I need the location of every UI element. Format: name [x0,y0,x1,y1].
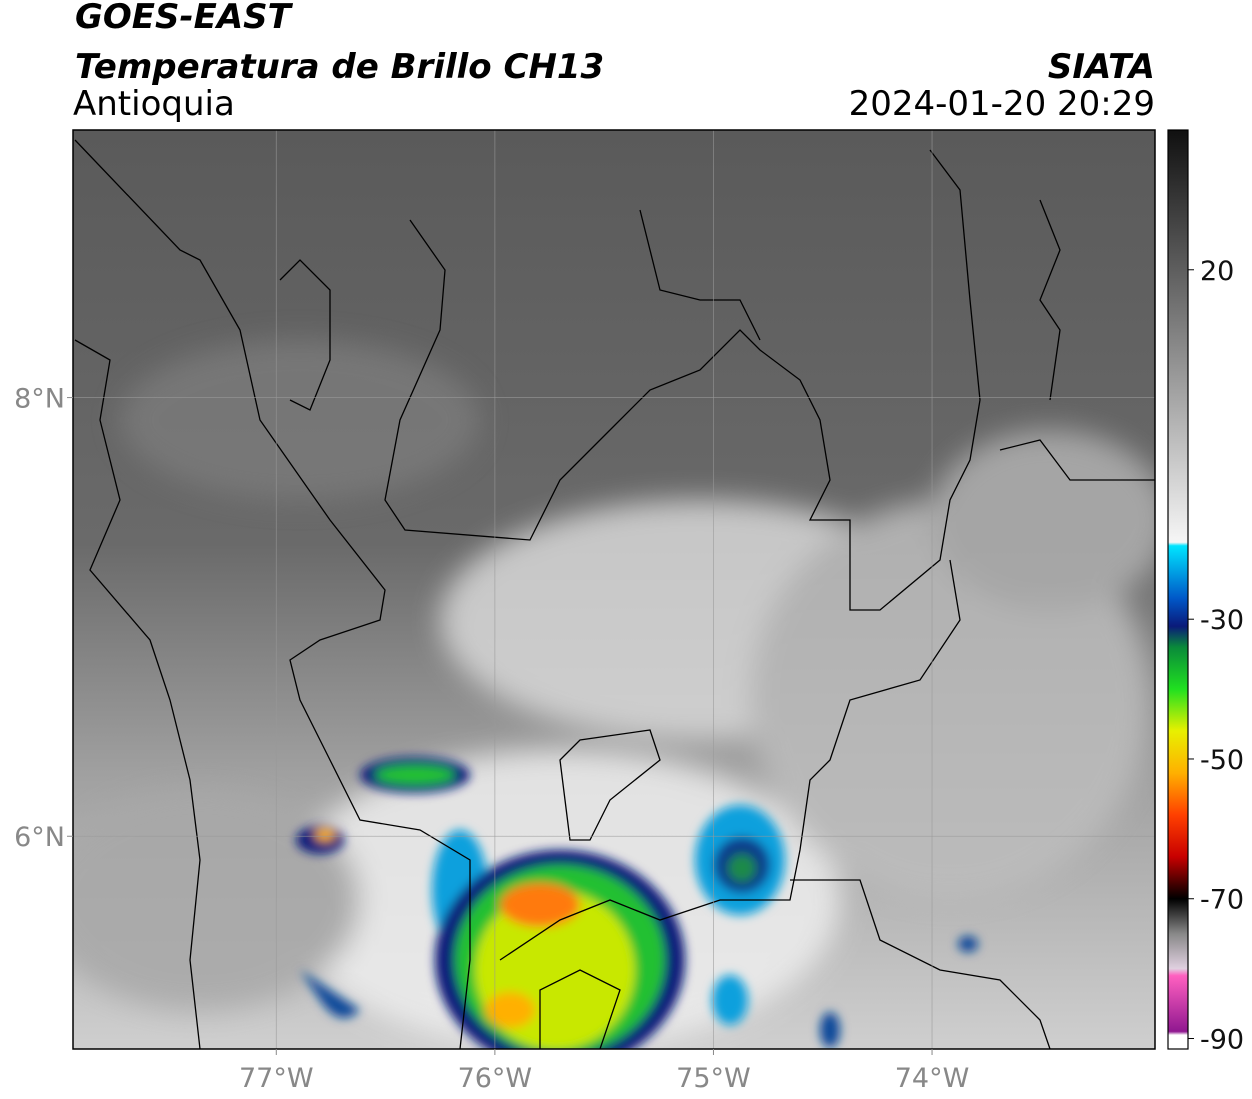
satellite-image [73,130,1155,1049]
y-tick-label: 6°N [14,822,65,853]
datetime: 2024-01-20 20:29 [849,84,1155,124]
colorbar-label: -50 [1200,745,1244,776]
source: SIATA [1048,47,1155,87]
title: GOES-EAST [75,0,294,37]
colorbar-label: -90 [1200,1025,1244,1056]
y-tick-label: 8°N [14,384,65,415]
x-tick-label: 75°W [676,1063,751,1094]
colorbar-label: 20 [1200,256,1234,287]
borders [74,139,1155,1049]
x-tick-label: 74°W [895,1063,970,1094]
colorbar [1167,129,1189,1050]
region: Antioquia [73,84,235,124]
x-tick-label: 77°W [239,1063,314,1094]
colorbar-label: -30 [1200,605,1244,636]
map-frame [72,129,1156,1050]
subtitle: Temperatura de Brillo CH13 [75,47,604,87]
x-tick-label: 76°W [458,1063,533,1094]
colorbar-label: -70 [1200,885,1244,916]
